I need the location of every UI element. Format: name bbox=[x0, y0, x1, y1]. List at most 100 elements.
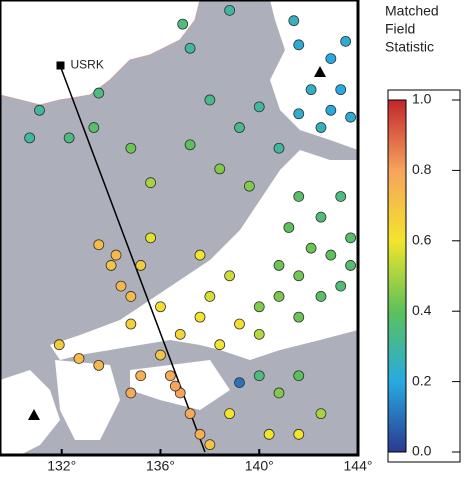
event bbox=[293, 311, 305, 323]
event bbox=[293, 191, 305, 202]
event bbox=[234, 122, 245, 133]
event bbox=[155, 301, 166, 313]
event bbox=[345, 260, 356, 271]
event bbox=[110, 249, 122, 261]
honshu bbox=[50, 150, 358, 360]
event bbox=[53, 339, 65, 351]
event bbox=[125, 387, 137, 399]
event bbox=[34, 104, 45, 116]
event bbox=[93, 87, 105, 99]
event bbox=[214, 339, 226, 351]
event bbox=[253, 301, 265, 313]
colorbar bbox=[387, 99, 407, 453]
event bbox=[283, 222, 295, 233]
colorbar-tick-label: 0.6 bbox=[412, 232, 432, 248]
event bbox=[315, 408, 327, 420]
colorbar-tick-label: 0.8 bbox=[412, 161, 432, 177]
colorbar-tick-label: 0.2 bbox=[412, 372, 432, 388]
colorbar-title: Statistic bbox=[385, 39, 434, 55]
event bbox=[105, 260, 117, 271]
event bbox=[169, 380, 181, 392]
event bbox=[194, 428, 206, 440]
event bbox=[224, 408, 236, 420]
event bbox=[325, 104, 337, 116]
event bbox=[177, 18, 189, 30]
event bbox=[293, 108, 305, 120]
event bbox=[184, 139, 196, 151]
event bbox=[335, 84, 347, 96]
event bbox=[125, 318, 137, 330]
event bbox=[293, 270, 305, 282]
x-tick-label: 144° bbox=[344, 458, 373, 474]
event bbox=[345, 111, 356, 123]
kyushu bbox=[55, 360, 120, 440]
event bbox=[253, 328, 265, 340]
event bbox=[325, 249, 337, 261]
x-tick-label: 140° bbox=[245, 458, 274, 474]
triangle bbox=[314, 66, 326, 77]
event bbox=[214, 163, 226, 175]
event bbox=[253, 101, 265, 113]
event bbox=[24, 132, 36, 144]
event bbox=[164, 370, 176, 382]
event bbox=[243, 180, 255, 192]
event bbox=[204, 291, 216, 302]
event bbox=[93, 239, 105, 251]
event bbox=[63, 132, 75, 144]
event bbox=[174, 328, 186, 340]
event bbox=[273, 291, 285, 302]
event bbox=[125, 142, 137, 154]
event bbox=[315, 291, 327, 302]
event bbox=[293, 39, 305, 51]
event bbox=[293, 370, 305, 382]
colorbar-tick-label: 0.0 bbox=[412, 443, 432, 459]
event bbox=[184, 408, 196, 420]
event bbox=[234, 318, 245, 330]
event bbox=[224, 270, 236, 282]
map-frame bbox=[0, 0, 360, 457]
station bbox=[56, 61, 65, 70]
hokkaido bbox=[270, 0, 358, 150]
event bbox=[273, 260, 285, 271]
event bbox=[204, 94, 216, 106]
event bbox=[315, 122, 327, 133]
colorbar-title: Field bbox=[385, 21, 415, 37]
event bbox=[135, 260, 147, 271]
continent bbox=[0, 0, 201, 106]
event bbox=[224, 4, 236, 16]
event bbox=[115, 280, 127, 292]
event bbox=[145, 232, 157, 244]
triangle bbox=[28, 409, 40, 420]
colorbar-frame bbox=[387, 89, 461, 463]
event bbox=[184, 42, 196, 54]
event bbox=[273, 387, 285, 399]
colorbar-title: Matched bbox=[385, 3, 439, 19]
event bbox=[263, 428, 275, 440]
korea bbox=[0, 370, 60, 455]
event bbox=[273, 142, 285, 154]
event bbox=[234, 377, 245, 389]
colorbar-tick-label: 0.4 bbox=[412, 302, 432, 318]
event bbox=[315, 211, 327, 223]
event bbox=[305, 242, 317, 254]
event bbox=[194, 311, 206, 323]
station-label: USRK bbox=[70, 58, 103, 72]
event bbox=[253, 370, 265, 382]
event bbox=[305, 84, 317, 96]
x-tick-label: 132° bbox=[47, 458, 76, 474]
event bbox=[88, 122, 100, 133]
event bbox=[335, 280, 347, 292]
event bbox=[288, 15, 300, 27]
event bbox=[145, 177, 157, 189]
event bbox=[293, 428, 305, 440]
event bbox=[93, 359, 105, 371]
event bbox=[204, 439, 216, 451]
event bbox=[325, 53, 337, 64]
x-tick-label: 136° bbox=[146, 458, 175, 474]
event bbox=[335, 191, 347, 202]
event bbox=[73, 353, 85, 364]
event bbox=[345, 232, 356, 244]
event bbox=[155, 349, 166, 361]
event bbox=[125, 291, 137, 302]
